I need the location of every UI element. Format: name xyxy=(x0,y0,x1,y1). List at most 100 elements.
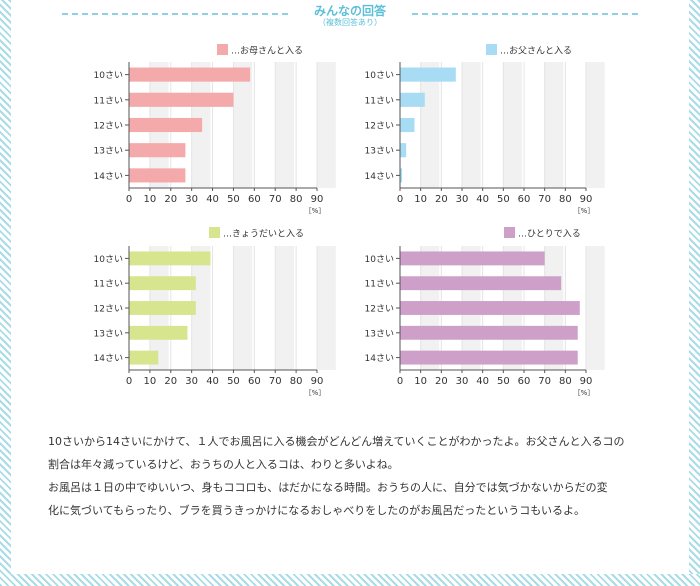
legend-swatch-father xyxy=(486,44,497,55)
xtick-label-father-9: 90 xyxy=(580,194,593,205)
xtick-label-alone-1: 10 xyxy=(414,376,427,387)
summary-text: 10さいから14さいにかけて、１人でお風呂に入る機会がどんどん増えていくことがわ… xyxy=(48,430,660,522)
xtick-label-father-6: 60 xyxy=(518,194,531,205)
bar-mother-4 xyxy=(129,168,186,183)
legend-swatch-alone xyxy=(504,227,515,238)
bottom-border-stripe xyxy=(0,574,700,586)
category-label-siblings-1: 11さい xyxy=(94,279,123,290)
bar-siblings-4 xyxy=(129,350,159,365)
xtick-label-alone-4: 40 xyxy=(476,376,489,387)
bar-father-1 xyxy=(400,92,425,107)
summary-line-3: お風呂は１日の中でゆいいつ、身もココロも、はだかになる時間。おうちの人に、自分で… xyxy=(48,481,608,494)
header-divider-left xyxy=(62,13,288,15)
xtick-label-mother-4: 40 xyxy=(206,194,219,205)
grid-band-siblings xyxy=(191,246,211,370)
category-label-mother-2: 12さい xyxy=(94,121,123,132)
bar-alone-0 xyxy=(400,251,545,266)
legend-label-alone: …ひとりで入る xyxy=(518,229,581,240)
xtick-label-alone-6: 60 xyxy=(518,376,531,387)
xtick-label-alone-3: 30 xyxy=(456,376,469,387)
bar-father-2 xyxy=(400,117,415,133)
grid-band-father xyxy=(544,62,564,188)
bar-mother-1 xyxy=(129,92,234,107)
xtick-label-mother-6: 60 xyxy=(248,194,261,205)
unit-label-mother: ［%］ xyxy=(305,207,326,215)
bar-alone-2 xyxy=(400,301,580,315)
category-label-father-1: 11さい xyxy=(365,95,394,106)
category-label-mother-4: 14さい xyxy=(94,171,123,182)
category-label-father-0: 10さい xyxy=(365,70,394,81)
grid-band-father xyxy=(586,62,605,188)
xtick-label-father-8: 80 xyxy=(559,194,572,205)
xtick-label-mother-5: 50 xyxy=(227,194,240,205)
xtick-label-mother-7: 70 xyxy=(269,194,282,205)
unit-label-alone: ［%］ xyxy=(574,389,595,397)
charts-area: 10さい 11さい 12さい 13さい 14さい 0 10 20 30 40 50 60 70 80 90 ［… xyxy=(94,44,605,397)
grid-band-mother xyxy=(233,62,253,188)
grid-band-siblings xyxy=(275,246,295,370)
bar-siblings-0 xyxy=(129,251,211,266)
unit-label-father: ［%］ xyxy=(574,207,595,215)
grid-band-siblings xyxy=(233,246,253,370)
grid-band-mother xyxy=(275,62,295,188)
xtick-label-siblings-6: 60 xyxy=(248,376,261,387)
bar-siblings-1 xyxy=(129,276,196,291)
xtick-label-siblings-4: 40 xyxy=(206,376,219,387)
xtick-label-siblings-9: 90 xyxy=(311,376,324,387)
bar-father-4 xyxy=(400,168,403,183)
xtick-label-mother-3: 30 xyxy=(185,194,198,205)
xtick-label-father-5: 50 xyxy=(497,194,510,205)
bar-alone-1 xyxy=(400,276,562,291)
xtick-label-siblings-1: 10 xyxy=(144,376,157,387)
bar-father-0 xyxy=(400,67,456,82)
xtick-label-father-4: 40 xyxy=(476,194,489,205)
unit-label-siblings: ［%］ xyxy=(305,389,326,397)
legend-label-siblings: …きょうだいと入る xyxy=(223,229,304,240)
page-subtitle: （複数回答あり） xyxy=(318,18,382,27)
xtick-label-alone-5: 50 xyxy=(497,376,510,387)
category-label-alone-1: 11さい xyxy=(365,279,394,290)
page-title: みんなの回答 xyxy=(313,4,386,18)
xtick-label-father-2: 20 xyxy=(435,194,448,205)
xtick-label-alone-8: 80 xyxy=(559,376,572,387)
grid-band-siblings xyxy=(317,246,336,370)
grid-band-father xyxy=(503,62,522,188)
category-label-mother-3: 13さい xyxy=(94,146,123,157)
xtick-label-siblings-2: 20 xyxy=(164,376,177,387)
category-label-siblings-0: 10さい xyxy=(94,254,123,265)
left-border-stripe xyxy=(0,0,11,586)
grid-band-father xyxy=(462,62,481,188)
bar-father-3 xyxy=(400,143,407,158)
bar-mother-2 xyxy=(129,117,203,133)
xtick-label-mother-0: 0 xyxy=(126,194,132,205)
category-label-siblings-2: 12さい xyxy=(94,304,123,315)
category-label-alone-0: 10さい xyxy=(365,254,394,265)
bar-alone-3 xyxy=(400,325,578,340)
bar-mother-3 xyxy=(129,143,186,158)
grid-band-mother xyxy=(317,62,336,188)
xtick-label-alone-2: 20 xyxy=(435,376,448,387)
category-label-father-3: 13さい xyxy=(365,146,394,157)
xtick-label-siblings-5: 50 xyxy=(227,376,240,387)
xtick-label-father-3: 30 xyxy=(456,194,469,205)
summary-line-4: 化に気づいてもらったり、ブラを買うきっかけになるおしゃべりをしたのがお風呂だった… xyxy=(48,504,586,517)
grid-band-father xyxy=(420,62,440,188)
xtick-label-father-0: 0 xyxy=(397,194,403,205)
right-border-stripe xyxy=(689,0,700,586)
legend-swatch-siblings xyxy=(209,227,220,238)
xtick-label-mother-9: 90 xyxy=(311,194,324,205)
category-label-father-2: 12さい xyxy=(365,121,394,132)
legend-label-mother: …お母さんと入る xyxy=(231,46,303,57)
summary-line-1: 10さいから14さいにかけて、１人でお風呂に入る機会がどんどん増えていくことがわ… xyxy=(48,435,625,448)
summary-line-2: 割合は年々減っているけど、おうちの人と入るコは、わりと多いよね。 xyxy=(48,458,399,471)
category-label-alone-3: 13さい xyxy=(365,328,394,339)
bar-siblings-3 xyxy=(129,325,188,340)
category-label-mother-0: 10さい xyxy=(94,70,123,81)
xtick-label-siblings-0: 0 xyxy=(126,376,132,387)
header-divider-right xyxy=(412,13,638,15)
xtick-label-alone-9: 90 xyxy=(580,376,593,387)
xtick-label-alone-0: 0 xyxy=(397,376,403,387)
category-label-father-4: 14さい xyxy=(365,171,394,182)
bar-mother-0 xyxy=(129,67,251,82)
xtick-label-siblings-8: 80 xyxy=(290,376,303,387)
